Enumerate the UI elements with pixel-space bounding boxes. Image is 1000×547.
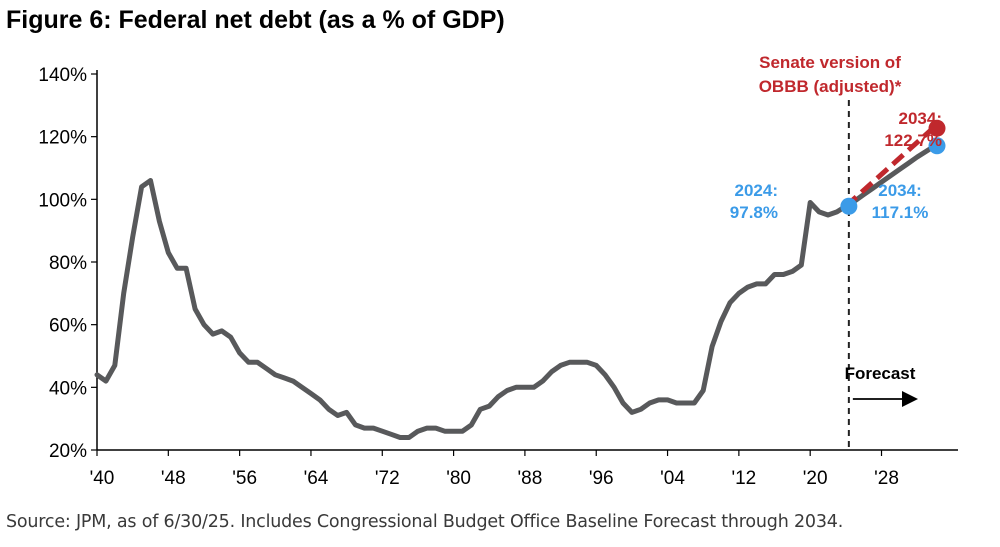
senate-2034-marker — [928, 119, 946, 137]
senate-2034-label: 2034: 122.7% — [884, 109, 942, 150]
x-tick-label: '80 — [446, 468, 471, 489]
x-tick-label: '40 — [90, 468, 115, 489]
source-note: Source: JPM, as of 6/30/25. Includes Con… — [6, 512, 844, 532]
x-tick-label: '48 — [161, 468, 186, 489]
senate-annotation: Senate version of OBBB (adjusted)* — [759, 53, 902, 96]
forecast-arrow-head — [902, 391, 918, 407]
x-tick-label: '04 — [660, 468, 685, 489]
y-tick-label: 60% — [49, 316, 87, 337]
federal-debt-line — [94, 143, 938, 440]
series-lines — [94, 126, 938, 440]
x-tick-label: '12 — [731, 468, 756, 489]
annotations: Senate version of OBBB (adjusted)* 2034: 12… — [730, 53, 942, 222]
y-tick-label: 20% — [49, 441, 87, 462]
y-tick-label: 80% — [49, 253, 87, 274]
baseline-2034-marker — [928, 137, 946, 155]
x-tick-label: '20 — [803, 468, 828, 489]
senate-obbb-line — [844, 126, 935, 209]
x-tick-label: '88 — [518, 468, 543, 489]
forecast-region: Forecast — [845, 100, 918, 450]
y-tick-label: 120% — [38, 128, 87, 149]
baseline-2024-label: 2024: 97.8% — [730, 181, 778, 222]
baseline-2034-label: 2034: 117.1% — [872, 181, 929, 222]
chart-title: Figure 6: Federal net debt (as a % of GD… — [6, 6, 505, 34]
x-tick-label: '72 — [375, 468, 400, 489]
series-markers — [840, 119, 946, 215]
x-tick-label: '28 — [874, 468, 899, 489]
axes — [91, 70, 958, 456]
forecast-label: Forecast — [845, 364, 916, 383]
x-tick-label: '96 — [589, 468, 614, 489]
tick-labels: 20% 40% 60% 80% 100% 120% 140% '40 '48 '56 '64 '72 '… — [38, 65, 899, 489]
x-tick-label: '64 — [304, 468, 329, 489]
y-tick-label: 40% — [49, 378, 87, 399]
x-tick-label: '56 — [232, 468, 257, 489]
y-tick-label: 100% — [38, 190, 87, 211]
y-tick-label: 140% — [38, 65, 87, 86]
baseline-2024-marker — [840, 197, 858, 215]
